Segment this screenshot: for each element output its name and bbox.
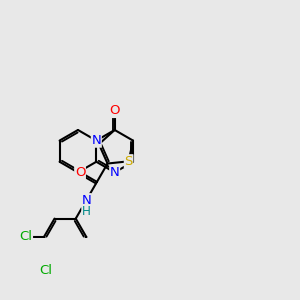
Text: N: N <box>110 166 119 179</box>
Text: O: O <box>75 166 85 178</box>
Text: Cl: Cl <box>39 264 52 278</box>
Text: N: N <box>82 194 91 207</box>
Text: H: H <box>82 206 91 218</box>
Text: O: O <box>110 104 120 117</box>
Text: Cl: Cl <box>20 230 32 244</box>
Text: S: S <box>124 155 133 168</box>
Text: N: N <box>92 134 101 147</box>
